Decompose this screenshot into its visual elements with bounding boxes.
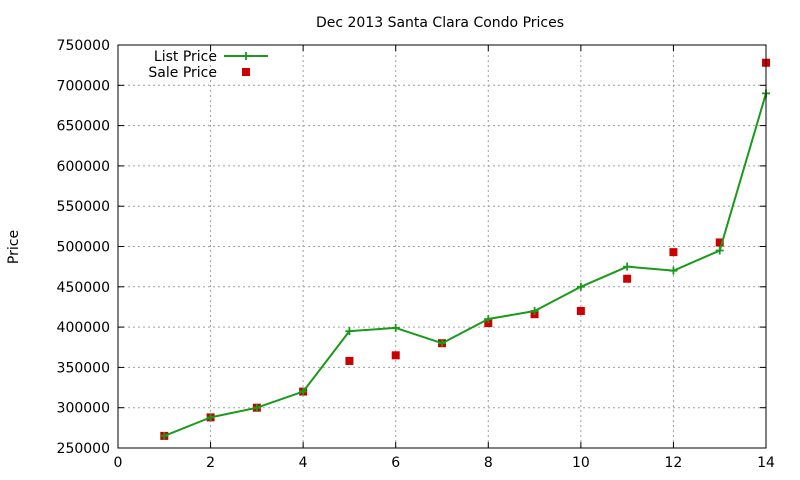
axis-ticks: 0 2 4 6 8 10 12 14 250000 300000 350000 400000 45000…: [57, 38, 775, 471]
list-price-point: [438, 339, 446, 348]
list-price-point: [715, 246, 724, 255]
y-tick-label: 350000: [57, 360, 110, 376]
legend-swatch-sale-price-marker: [242, 68, 250, 76]
y-tick-label: 700000: [57, 78, 110, 94]
list-price-point: [252, 403, 261, 412]
sale-price-point: [391, 351, 400, 360]
y-tick-label: 750000: [57, 38, 110, 54]
list-price-point: [623, 262, 632, 271]
y-axis-label: Price: [6, 230, 22, 264]
legend-label-list-price: List Price: [154, 49, 217, 65]
series-sale-price: [160, 58, 770, 440]
y-tick-label: 550000: [57, 199, 110, 215]
list-price-line: [163, 93, 767, 437]
y-tick-label: 250000: [57, 441, 110, 457]
y-tick-label: 400000: [57, 320, 110, 336]
chart-title: Dec 2013 Santa Clara Condo Prices: [316, 15, 564, 31]
list-price-point: [484, 315, 493, 324]
plot-frame: [117, 44, 767, 449]
sale-price-point: [715, 238, 724, 247]
legend-label-sale-price: Sale Price: [148, 65, 217, 81]
sale-price-point: [576, 306, 585, 315]
y-tick-label: 300000: [57, 401, 110, 417]
x-tick-label: 8: [484, 455, 493, 471]
y-tick-label: 650000: [57, 119, 110, 135]
list-price-point: [530, 306, 539, 315]
x-tick-label: 10: [572, 455, 590, 471]
list-price-point: [391, 323, 400, 332]
plot-series: [160, 58, 770, 440]
list-price-point: [576, 282, 585, 291]
sale-price-point: [669, 248, 678, 257]
x-tick-label: 6: [391, 455, 400, 471]
sale-price-point: [345, 356, 354, 365]
list-price-point: [160, 431, 169, 440]
grid-lines: [118, 45, 766, 448]
series-list-price: [160, 89, 770, 440]
x-tick-label: 14: [757, 455, 775, 471]
list-price-point: [669, 266, 678, 275]
y-tick-label: 450000: [57, 280, 110, 296]
sale-price-point: [623, 274, 632, 283]
legend-swatch-list-price-marker: [242, 52, 250, 60]
list-price-point: [206, 413, 215, 422]
y-tick-label: 600000: [57, 159, 110, 175]
x-tick-label: 2: [206, 455, 215, 471]
x-tick-label: 4: [299, 455, 308, 471]
x-tick-label: 0: [114, 455, 123, 471]
list-price-point: [345, 327, 354, 336]
x-tick-label: 12: [665, 455, 683, 471]
sale-price-point: [484, 319, 493, 328]
list-price-point: [299, 387, 308, 396]
y-tick-label: 500000: [57, 240, 110, 256]
